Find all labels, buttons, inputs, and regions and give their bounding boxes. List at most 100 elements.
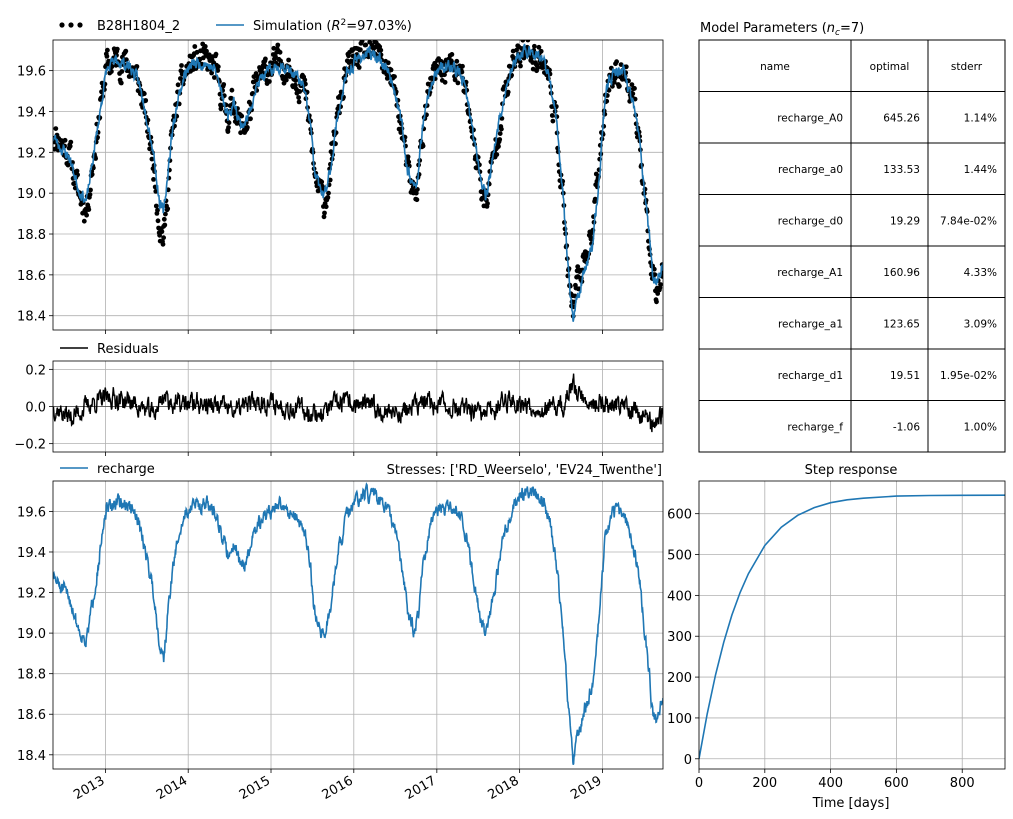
observed-point [225,129,231,135]
y-tick-label: 19.0 [17,187,46,202]
observed-point [202,44,208,49]
observed-point [442,79,448,85]
observed-point [165,206,171,212]
observed-point [86,207,92,213]
table-cell-text: recharge_f [787,421,843,433]
axes-frame [698,480,1006,770]
observed-point [392,74,397,79]
residuals-line [53,373,663,433]
observed-point [385,60,391,66]
table-cell-text: -1.06 [893,421,920,433]
observed-point [93,156,98,161]
table-cell-text: 133.53 [883,164,920,176]
observed-point [160,241,166,247]
observed-point [74,168,80,174]
observed-point [147,146,153,152]
observed-point [651,266,657,272]
axes-frame [52,360,664,453]
observed-point [535,65,541,71]
observed-point [141,91,147,97]
y-tick-label: 18.6 [17,269,46,284]
observed-point [442,72,447,78]
observed-point [213,51,219,57]
observed-point [536,44,542,50]
step-response-axes: 0 200 400 600 800 0 100 200 300 400 500 600 [667,480,1006,791]
observed-point [322,210,327,216]
table-cell-text: 1.14% [964,112,997,124]
table-header-text: optimal [870,61,910,73]
heads-axes: 18.4 18.6 18.8 19.0 19.2 19.4 19.6 [17,33,664,334]
observed-point [153,203,159,209]
observed-point [323,204,329,210]
table-cell-text: recharge_a1 [778,318,843,330]
table-header-text: name [760,61,790,73]
y-tick-label: 19.4 [17,105,46,120]
observed-point [454,58,460,64]
observed-point [518,63,523,69]
observed-point [358,47,363,53]
y-tick-label: 18.4 [17,310,46,325]
observed-point [363,42,369,48]
observed-point [293,78,299,83]
table-cell-text: recharge_d0 [778,215,843,227]
observed-point [153,189,159,194]
legend-simulation-label: Simulation (R2=97.03%) [253,18,412,34]
table-cell [927,400,1006,453]
table-cell-text: 19.51 [890,370,920,382]
observed-point [114,46,120,52]
heads-legend: B28H1804_2 Simulation (R2=97.03%) [59,18,412,34]
observed-point [277,49,283,55]
observed-point [655,291,661,296]
observed-point [221,82,227,87]
y-tick-label: 19.6 [17,65,46,80]
observed-point [155,207,160,213]
observed-point [179,63,184,68]
observed-point [151,177,156,182]
observed-point [526,33,531,38]
x-tick-label: 2017 [403,773,439,803]
observed-point [527,35,532,40]
residuals-axes: −0.2 0.0 0.2 [14,360,664,456]
table-cell-text: 123.65 [883,318,920,330]
observed-point [520,40,526,43]
observed-point [62,137,68,143]
observed-point [159,229,165,235]
table-cell-text: 1.00% [964,421,997,433]
parameters-title: Model Parameters (nc=7) [700,21,864,38]
recharge-line [53,482,663,765]
y-tick-label: 19.2 [17,146,46,161]
observed-point [629,82,635,87]
observed-point [359,40,365,44]
observed-point [68,139,74,145]
observed-point [296,95,301,100]
recharge-axes: 2013 2014 2015 2016 2017 2018 2019 18.4 18.6 18.8… [17,480,664,803]
y-tick-label: 18.6 [17,708,46,723]
y-tick-label: 0.0 [25,401,46,416]
observed-point [327,177,333,183]
legend-recharge-label: recharge [97,462,155,477]
y-tick-label: 0.2 [25,363,46,378]
observed-point [497,131,503,137]
y-tick-label: 18.8 [17,668,46,683]
observed-point [538,48,544,54]
y-tick-label: −0.2 [14,438,46,453]
observed-point [485,201,490,206]
observed-point [592,196,598,202]
observed-point [611,80,617,85]
observed-point [229,87,235,93]
legend-observed-label: B28H1804_2 [97,19,180,34]
observed-point [455,80,461,86]
step-response-title: Step response [805,463,898,478]
observed-point [161,235,167,241]
y-tick-label: 500 [667,549,692,564]
observed-point [212,75,217,80]
observed-point [321,214,327,220]
observed-point [283,77,289,83]
observed-point [238,130,244,136]
observed-point [104,53,110,59]
observed-point [505,89,511,95]
observed-point [356,65,362,70]
x-tick-label: 2016 [320,773,356,803]
observed-point [149,156,155,162]
observed-point [652,272,658,277]
